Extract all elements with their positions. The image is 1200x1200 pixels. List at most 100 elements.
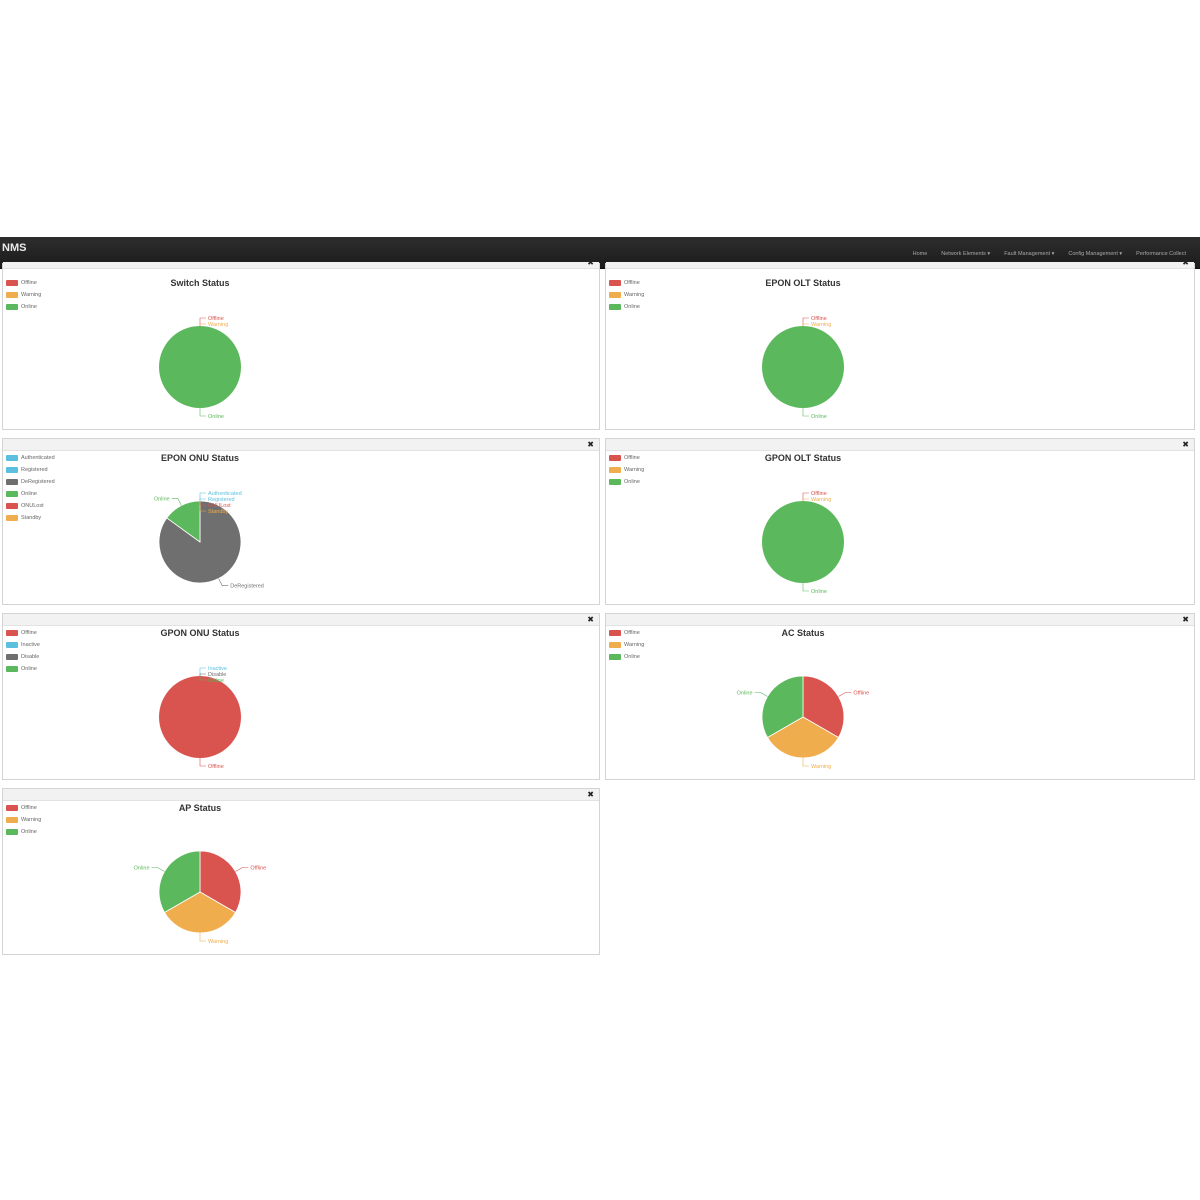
legend-item-onulost[interactable]: ONULost [6, 500, 55, 512]
legend-label: Online [624, 654, 640, 660]
legend-swatch [6, 455, 18, 461]
legend-item-disable[interactable]: Disable [6, 651, 40, 663]
legend-label: Registered [21, 467, 48, 473]
label-leader-line [171, 498, 182, 506]
legend-item-offline[interactable]: Offline [6, 277, 41, 289]
label-leader-line [802, 317, 809, 326]
pie-slice-warning[interactable] [163, 891, 237, 934]
pie-slice-online[interactable] [159, 326, 241, 408]
panel-header: ✖ [3, 614, 599, 626]
label-leader-line [802, 583, 809, 592]
legend-item-warning[interactable]: Warning [6, 289, 41, 301]
label-leader-line [802, 492, 809, 501]
slice-label-online: Online [811, 589, 827, 595]
brand-logo[interactable]: NMS [2, 242, 27, 254]
pie-slice-offline[interactable] [159, 676, 241, 758]
legend-item-warning[interactable]: Warning [609, 464, 644, 476]
slice-label-online: Online [208, 414, 224, 420]
panel-header: ✖ [3, 789, 599, 801]
pie-slice-offline[interactable] [199, 850, 242, 914]
close-icon[interactable]: ✖ [1182, 258, 1189, 267]
pie-slice-online[interactable] [762, 501, 844, 583]
legend-label: Warning [21, 817, 42, 823]
label-leader-line [235, 867, 249, 872]
chart-legend: Authenticated Registered DeRegistered Onlin… [6, 452, 55, 524]
label-leader-line [802, 758, 809, 767]
legend-item-offline[interactable]: Offline [609, 277, 644, 289]
slice-label-online: Online [737, 691, 753, 697]
panel-title: AC Status [781, 628, 825, 638]
close-icon[interactable]: ✖ [587, 440, 594, 449]
slice-label-online: Online [134, 866, 150, 872]
pie-chart: Offline Warning Online [134, 850, 266, 945]
legend-item-standby[interactable]: Standby [6, 512, 55, 524]
legend-item-online[interactable]: Online [609, 301, 644, 313]
label-leader-line [199, 323, 206, 326]
chart-legend: Offline Warning Online [6, 802, 41, 838]
chart-legend: Offline Inactive Disable Online [6, 627, 40, 675]
legend-item-online[interactable]: Online [6, 826, 41, 838]
label-leader-line [802, 323, 809, 326]
panel-header: ✖ [606, 439, 1194, 451]
legend-item-offline[interactable]: Offline [609, 452, 644, 464]
legend-item-online[interactable]: Online [609, 476, 644, 488]
legend-item-inactive[interactable]: Inactive [6, 639, 40, 651]
legend-item-deregistered[interactable]: DeRegistered [6, 476, 55, 488]
slice-label-online: Online [811, 414, 827, 420]
legend-label: Online [21, 666, 37, 672]
nav-performance-collect[interactable]: Performance Collect [1136, 251, 1186, 257]
nav-network-elements[interactable]: Network Elements ▾ [941, 251, 991, 257]
panel-title: Switch Status [170, 278, 230, 288]
legend-item-offline[interactable]: Offline [609, 627, 644, 639]
legend-label: Warning [624, 642, 645, 648]
panel-gpon-onu-status: ✖ GPON ONU Status Offline Inactive Disable On… [2, 613, 600, 780]
legend-swatch [6, 642, 18, 648]
legend-item-warning[interactable]: Warning [609, 639, 644, 651]
legend-item-offline[interactable]: Offline [6, 627, 40, 639]
legend-item-warning[interactable]: Warning [6, 814, 41, 826]
panel-title: GPON OLT Status [764, 453, 842, 463]
nav-home[interactable]: Home [912, 251, 928, 257]
label-leader-line [199, 758, 206, 767]
legend-item-online[interactable]: Online [6, 301, 41, 313]
label-leader-line [802, 498, 809, 501]
panel-switch-status: ✖ Switch Status Offline Warning Online Online… [2, 258, 600, 430]
panel-epon-onu-status: ✖ EPON ONU Status Authenticated Registered D… [2, 438, 600, 605]
slice-label-warning: Warning [208, 322, 228, 328]
legend-swatch [609, 642, 621, 648]
legend-item-authenticated[interactable]: Authenticated [6, 452, 55, 464]
panel-epon-olt-status: ✖ EPON OLT Status Offline Warning Online Onli… [605, 258, 1195, 430]
close-icon[interactable]: ✖ [1182, 440, 1189, 449]
pie-slice-online[interactable] [762, 326, 844, 408]
slice-label-offline: Offline [208, 316, 224, 322]
legend-item-warning[interactable]: Warning [609, 289, 644, 301]
legend-label: Authenticated [21, 455, 55, 461]
legend-label: Online [624, 304, 640, 310]
legend-label: Offline [21, 805, 37, 811]
pie-slice-online[interactable] [158, 850, 201, 914]
legend-item-online[interactable]: Online [6, 488, 55, 500]
pie-slice-offline[interactable] [802, 675, 845, 739]
close-icon[interactable]: ✖ [587, 258, 594, 267]
legend-swatch [6, 467, 18, 473]
nav-config-management[interactable]: Config Management ▾ [1068, 251, 1123, 257]
close-icon[interactable]: ✖ [587, 615, 594, 624]
legend-swatch [609, 280, 621, 286]
legend-item-online[interactable]: Online [609, 651, 644, 663]
label-leader-line [199, 498, 206, 501]
legend-label: Disable [21, 654, 40, 660]
pie-slice-online[interactable] [761, 675, 804, 739]
legend-item-registered[interactable]: Registered [6, 464, 55, 476]
pie-slice-warning[interactable] [766, 716, 840, 759]
slice-label-warning: Warning [208, 939, 228, 945]
legend-swatch [6, 280, 18, 286]
nav-fault-management[interactable]: Fault Management ▾ [1004, 251, 1055, 257]
legend-item-online[interactable]: Online [6, 663, 40, 675]
close-icon[interactable]: ✖ [1182, 615, 1189, 624]
close-icon[interactable]: ✖ [587, 790, 594, 799]
panel-header: ✖ [3, 439, 599, 451]
legend-item-offline[interactable]: Offline [6, 802, 41, 814]
